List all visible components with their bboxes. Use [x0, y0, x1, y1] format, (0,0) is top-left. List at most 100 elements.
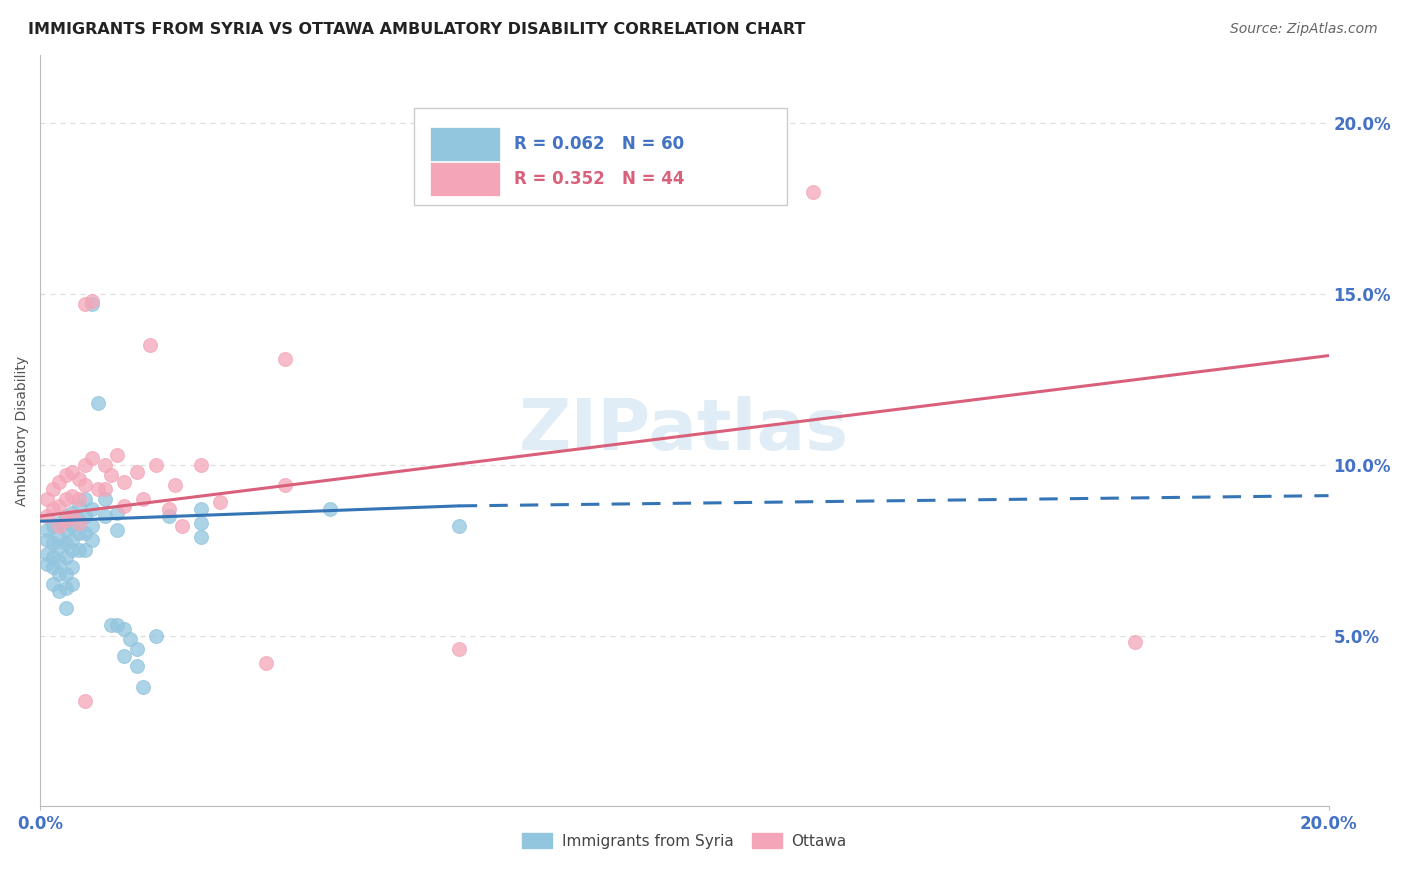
Point — [447, 642, 470, 657]
Point — [55, 581, 77, 595]
Point — [75, 543, 97, 558]
Point — [75, 458, 97, 472]
Point — [80, 297, 103, 311]
Y-axis label: Ambulatory Disability: Ambulatory Disability — [15, 356, 30, 506]
Point — [42, 536, 65, 550]
Point — [107, 506, 129, 520]
Point — [93, 491, 115, 506]
Point — [120, 632, 142, 646]
Point — [60, 506, 83, 520]
Point — [125, 659, 148, 673]
Point — [75, 509, 97, 524]
Point — [48, 567, 70, 582]
Point — [93, 482, 115, 496]
Point — [190, 516, 212, 530]
Point — [190, 530, 212, 544]
Point — [35, 547, 58, 561]
Point — [67, 516, 90, 530]
Point — [35, 533, 58, 547]
Point — [165, 478, 187, 492]
Point — [60, 577, 83, 591]
Point — [60, 543, 83, 558]
FancyBboxPatch shape — [413, 108, 787, 205]
Point — [107, 523, 129, 537]
Point — [112, 649, 135, 664]
Point — [112, 622, 135, 636]
Point — [42, 502, 65, 516]
Point — [42, 560, 65, 574]
Point — [55, 512, 77, 526]
Point — [75, 297, 97, 311]
Text: IMMIGRANTS FROM SYRIA VS OTTAWA AMBULATORY DISABILITY CORRELATION CHART: IMMIGRANTS FROM SYRIA VS OTTAWA AMBULATO… — [28, 22, 806, 37]
Legend: Immigrants from Syria, Ottawa: Immigrants from Syria, Ottawa — [516, 827, 853, 855]
Point — [125, 465, 148, 479]
Point — [35, 523, 58, 537]
Point — [60, 519, 83, 533]
Point — [107, 618, 129, 632]
Text: ZIPatlas: ZIPatlas — [519, 396, 849, 466]
Point — [48, 519, 70, 533]
Point — [254, 656, 277, 670]
Point — [55, 491, 77, 506]
Point — [132, 680, 155, 694]
Point — [274, 352, 297, 367]
Text: R = 0.062   N = 60: R = 0.062 N = 60 — [515, 135, 685, 153]
Point — [55, 550, 77, 565]
Text: R = 0.352   N = 44: R = 0.352 N = 44 — [515, 170, 685, 188]
Point — [60, 509, 83, 524]
Point — [48, 530, 70, 544]
Point — [35, 509, 58, 524]
Point — [157, 509, 180, 524]
Point — [48, 516, 70, 530]
Point — [170, 519, 193, 533]
Point — [80, 519, 103, 533]
Point — [60, 489, 83, 503]
Point — [55, 567, 77, 582]
Point — [67, 472, 90, 486]
Text: Source: ZipAtlas.com: Source: ZipAtlas.com — [1230, 22, 1378, 37]
Point — [87, 396, 110, 410]
Point — [35, 557, 58, 571]
FancyBboxPatch shape — [430, 127, 501, 161]
Point — [75, 478, 97, 492]
Point — [125, 642, 148, 657]
Point — [80, 451, 103, 466]
Point — [87, 482, 110, 496]
FancyBboxPatch shape — [430, 161, 501, 196]
Point — [80, 293, 103, 308]
Point — [42, 550, 65, 565]
Point — [67, 491, 90, 506]
Point — [319, 502, 342, 516]
Point — [48, 584, 70, 599]
Point — [1123, 635, 1146, 649]
Point — [145, 458, 167, 472]
Point — [67, 543, 90, 558]
Point — [93, 509, 115, 524]
Point — [145, 629, 167, 643]
Point — [112, 499, 135, 513]
Point — [55, 468, 77, 483]
Point — [67, 512, 90, 526]
Point — [67, 499, 90, 513]
Point — [55, 536, 77, 550]
Point — [75, 693, 97, 707]
Point — [67, 526, 90, 541]
Point — [75, 491, 97, 506]
Point — [93, 458, 115, 472]
Point — [55, 601, 77, 615]
Point — [107, 448, 129, 462]
Point — [209, 495, 232, 509]
Point — [801, 185, 824, 199]
Point — [42, 577, 65, 591]
Point — [112, 475, 135, 489]
Point — [48, 499, 70, 513]
Point — [138, 338, 160, 352]
Point — [190, 502, 212, 516]
Point — [75, 526, 97, 541]
Point — [55, 509, 77, 524]
Point — [42, 482, 65, 496]
Point — [100, 618, 122, 632]
Point — [190, 458, 212, 472]
Point — [447, 519, 470, 533]
Point — [60, 465, 83, 479]
